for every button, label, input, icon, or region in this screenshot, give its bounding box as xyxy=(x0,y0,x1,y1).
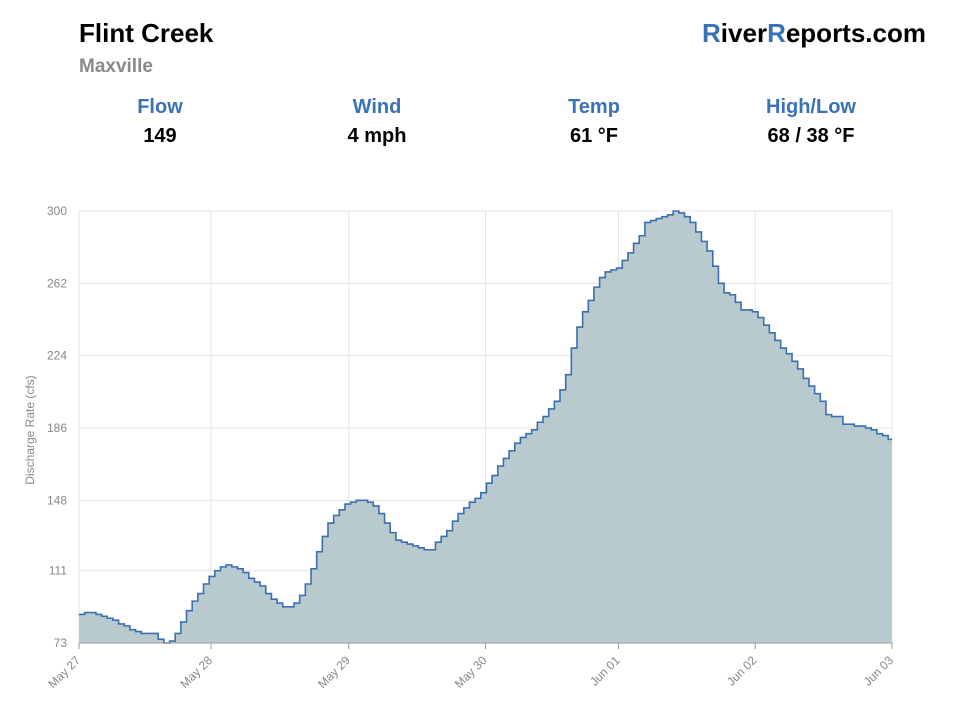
discharge-area-fill xyxy=(79,211,892,643)
x-tick-label: Jun 02 xyxy=(724,653,760,689)
brand-logo[interactable]: RiverReports.com xyxy=(702,18,926,49)
x-tick-label: Jun 03 xyxy=(861,653,897,689)
stat-flow-label: Flow xyxy=(137,96,183,118)
brand-text-part2: eports.com xyxy=(785,18,926,48)
y-axis-label: Discharge Rate (cfs) xyxy=(23,375,37,484)
stat-high-low-value: 68 / 38 °F xyxy=(767,125,855,147)
brand-letter-r1: R xyxy=(702,18,721,48)
brand-text-part1: iver xyxy=(720,18,768,48)
stat-flow: Flow 149 xyxy=(70,96,250,148)
discharge-series-line xyxy=(79,210,892,644)
x-tick-label: Jun 01 xyxy=(587,653,623,689)
y-tick-label: 111 xyxy=(49,564,68,578)
x-tick-label: May 27 xyxy=(45,653,83,691)
stat-wind-label: Wind xyxy=(352,96,402,118)
stat-wind-value: 4 mph xyxy=(347,125,407,147)
stat-flow-value: 149 xyxy=(143,125,177,147)
stat-high-low: High/Low 68 / 38 °F xyxy=(721,96,901,148)
x-tick-label: May 28 xyxy=(177,653,215,691)
y-tick-label: 300 xyxy=(47,204,67,218)
y-tick-label: 262 xyxy=(47,276,67,290)
x-tick-label: May 30 xyxy=(452,653,490,691)
y-tick-label: 73 xyxy=(54,636,68,650)
stat-temp-value: 61 °F xyxy=(569,125,619,147)
y-tick-label: 186 xyxy=(47,421,67,435)
stat-temp-label: Temp xyxy=(568,96,620,118)
page-title: Flint Creek xyxy=(79,18,214,48)
x-tick-label: May 29 xyxy=(315,653,353,691)
stat-high-low-label: High/Low xyxy=(766,96,856,118)
stat-temp: Temp 61 °F xyxy=(504,96,684,148)
page-subtitle: Maxville xyxy=(79,56,153,77)
y-tick-label: 224 xyxy=(47,349,67,363)
y-tick-label: 148 xyxy=(47,493,67,507)
brand-letter-r2: R xyxy=(767,18,786,48)
stat-wind: Wind 4 mph xyxy=(287,96,467,148)
